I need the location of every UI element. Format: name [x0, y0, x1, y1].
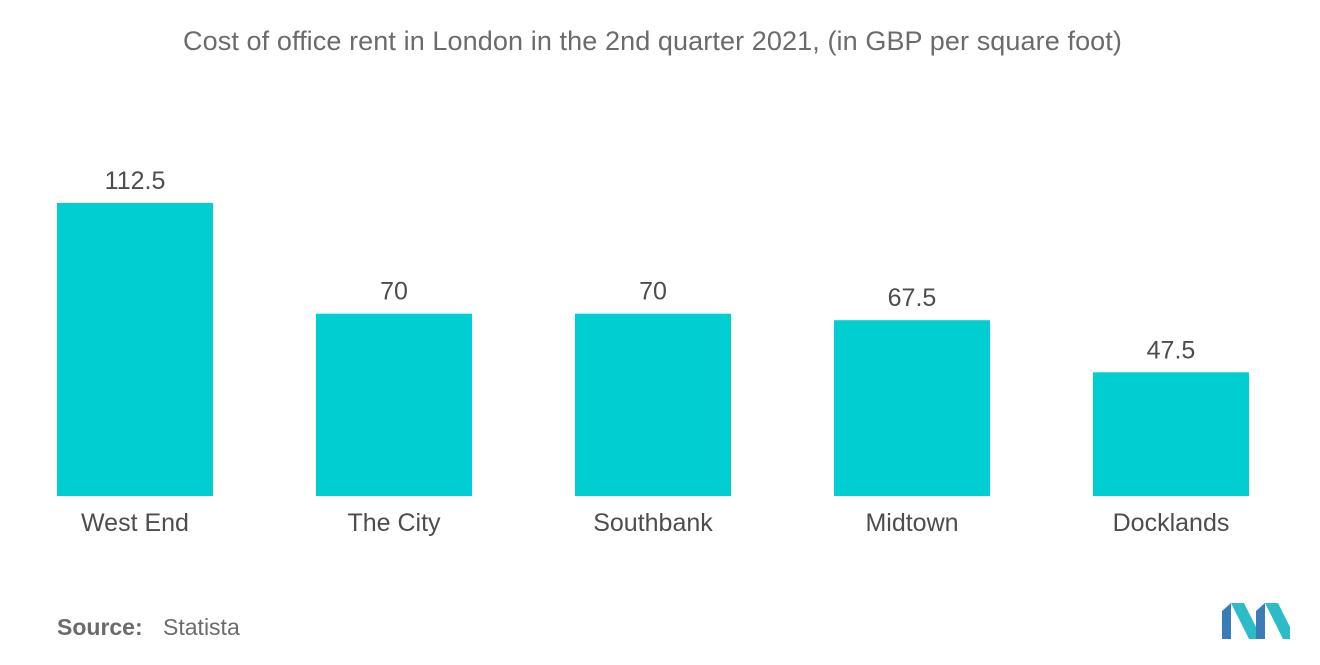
x-tick-label-west-end: West End: [81, 509, 189, 537]
data-label-docklands: 47.5: [1147, 336, 1196, 364]
x-tick-label-southbank: Southbank: [593, 509, 713, 537]
logo-right-diagonal: [1265, 603, 1290, 639]
bar-chart: 112.5 West End 70 The City 70 Southbank 67.5 Mi…: [57, 167, 1249, 537]
logo-left-diagonal: [1231, 603, 1262, 639]
source-note: Source: Statista: [57, 614, 240, 641]
bar-west-end: [57, 203, 213, 496]
data-label-southbank: 70: [639, 278, 667, 306]
bar-midtown: [834, 320, 990, 496]
data-label-the-city: 70: [380, 278, 408, 306]
x-tick-label-the-city: The City: [347, 509, 441, 537]
chart-title: Cost of office rent in London in the 2nd…: [183, 26, 1122, 56]
x-tick-label-docklands: Docklands: [1113, 509, 1230, 537]
logo-left-stroke: [1222, 603, 1231, 639]
data-label-midtown: 67.5: [888, 284, 937, 312]
bar-the-city: [316, 313, 472, 496]
x-tick-label-midtown: Midtown: [865, 509, 958, 537]
bar-southbank: [575, 313, 731, 496]
data-label-west-end: 112.5: [105, 167, 166, 195]
source-key: Source:: [57, 614, 143, 640]
bar-docklands: [1093, 372, 1249, 496]
source-value: Statista: [163, 614, 240, 640]
logo-right-stroke: [1256, 603, 1265, 639]
mordor-intelligence-logo-icon: [1222, 603, 1290, 639]
